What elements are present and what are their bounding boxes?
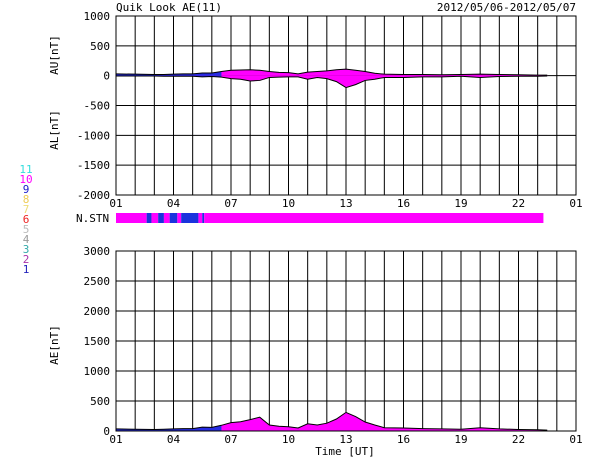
x-axis-label: Time [UT] — [315, 445, 375, 458]
y-tick-label: 0 — [103, 70, 110, 83]
station-legend-item: 11 — [19, 163, 32, 176]
x-tick-label: 01 — [109, 197, 122, 210]
al-axis-label: AL[nT] — [48, 110, 61, 150]
station-bar-segment — [116, 213, 147, 223]
x-tick-label: 16 — [397, 433, 410, 446]
x-tick-label: 01 — [569, 433, 582, 446]
date-range: 2012/05/06-2012/05/07 — [437, 1, 576, 14]
x-tick-label: 10 — [282, 433, 295, 446]
y-tick-label: 2000 — [84, 305, 111, 318]
y-tick-label: 1000 — [84, 365, 111, 378]
station-legend-item: 8 — [23, 193, 30, 206]
station-bar-segment — [158, 213, 164, 223]
ae-series-line — [115, 411, 548, 431]
station-bar-segment — [177, 213, 182, 223]
y-tick-label: -1500 — [77, 159, 110, 172]
y-tick-label: 0 — [103, 425, 110, 438]
station-legend-item: 2 — [23, 253, 30, 266]
station-bar-segment — [202, 213, 205, 223]
x-tick-label: 22 — [512, 197, 525, 210]
station-bar-segment — [169, 213, 178, 223]
plot-frame — [115, 250, 577, 432]
station-legend-item: 4 — [23, 233, 30, 246]
station-bar-segment — [181, 213, 199, 223]
y-tick-label: 500 — [90, 395, 110, 408]
x-tick-label: 22 — [512, 433, 525, 446]
x-tick-label: 01 — [569, 197, 582, 210]
au-series-area-early — [116, 71, 222, 76]
x-tick-label: 16 — [397, 197, 410, 210]
au-axis-label: AU[nT] — [48, 35, 61, 75]
y-tick-label: 1500 — [84, 335, 111, 348]
x-tick-label: 19 — [454, 433, 467, 446]
al-series-line — [116, 75, 548, 89]
station-legend-item: 9 — [23, 183, 30, 196]
station-legend-item: 7 — [23, 203, 30, 216]
au-series-area — [116, 69, 548, 76]
y-tick-label: -1000 — [77, 129, 110, 142]
x-tick-label: 01 — [109, 433, 122, 446]
au-series-line — [115, 68, 548, 76]
y-tick-label: 1000 — [84, 10, 111, 23]
station-bar-segment — [198, 213, 203, 223]
station-count-bar — [116, 213, 544, 223]
al-series-area — [116, 75, 548, 88]
station-legend-item: 3 — [23, 243, 30, 256]
station-legend-item: 1 — [23, 263, 30, 276]
chart-title: Quik Look AE(11) — [116, 1, 222, 14]
ae-series-area-early — [116, 425, 222, 431]
plot-frame — [115, 15, 577, 196]
station-count-label: N.STN — [76, 212, 109, 225]
station-bar-segment — [163, 213, 170, 223]
y-tick-label: 500 — [90, 40, 110, 53]
x-tick-label: 04 — [167, 197, 181, 210]
x-tick-label: 10 — [282, 197, 295, 210]
y-tick-label: 3000 — [84, 245, 111, 258]
station-legend-item: 10 — [19, 173, 32, 186]
station-bar-segment — [151, 213, 159, 223]
y-tick-label: 2500 — [84, 275, 111, 288]
x-tick-label: 13 — [339, 197, 352, 210]
station-bar-segment — [146, 213, 152, 223]
x-tick-label: 13 — [339, 433, 352, 446]
ae-axis-label: AE[nT] — [48, 325, 61, 365]
station-bar-segment — [204, 213, 544, 223]
x-tick-label: 07 — [224, 433, 237, 446]
station-legend-item: 6 — [23, 213, 30, 226]
x-tick-label: 19 — [454, 197, 467, 210]
x-tick-label: 04 — [167, 433, 181, 446]
x-tick-label: 07 — [224, 197, 237, 210]
ae-series-area — [116, 412, 548, 431]
y-tick-label: -500 — [84, 100, 111, 113]
y-tick-label: -2000 — [77, 189, 110, 202]
station-legend-item: 5 — [23, 223, 30, 236]
